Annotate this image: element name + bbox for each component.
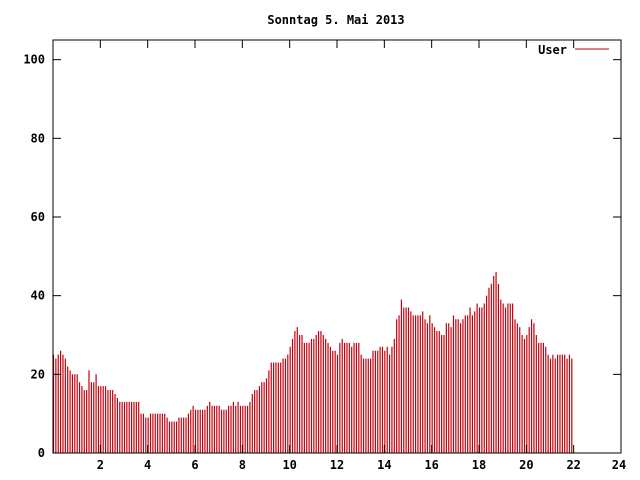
y-tick-label: 60 [31, 210, 45, 224]
y-tick-label: 40 [31, 289, 45, 303]
x-tick-label: 24 [612, 458, 626, 472]
y-tick-label: 100 [23, 53, 45, 67]
legend-label-user: User [538, 43, 567, 57]
legend: User [538, 43, 609, 57]
x-tick-label: 18 [472, 458, 486, 472]
x-tick-label: 8 [239, 458, 246, 472]
x-tick-label: 14 [377, 458, 391, 472]
x-tick-label: 6 [191, 458, 198, 472]
chart-title: Sonntag 5. Mai 2013 [267, 13, 404, 27]
x-tick-label: 20 [519, 458, 533, 472]
bar-series [52, 272, 573, 453]
x-tick-label: 12 [330, 458, 344, 472]
y-tick-label: 80 [31, 131, 45, 145]
x-tick-label: 4 [144, 458, 151, 472]
y-tick-label: 0 [38, 446, 45, 460]
x-tick-label: 22 [566, 458, 580, 472]
x-tick-label: 10 [282, 458, 296, 472]
x-tick-label: 2 [97, 458, 104, 472]
y-tick-label: 20 [31, 367, 45, 381]
x-tick-label: 16 [424, 458, 438, 472]
